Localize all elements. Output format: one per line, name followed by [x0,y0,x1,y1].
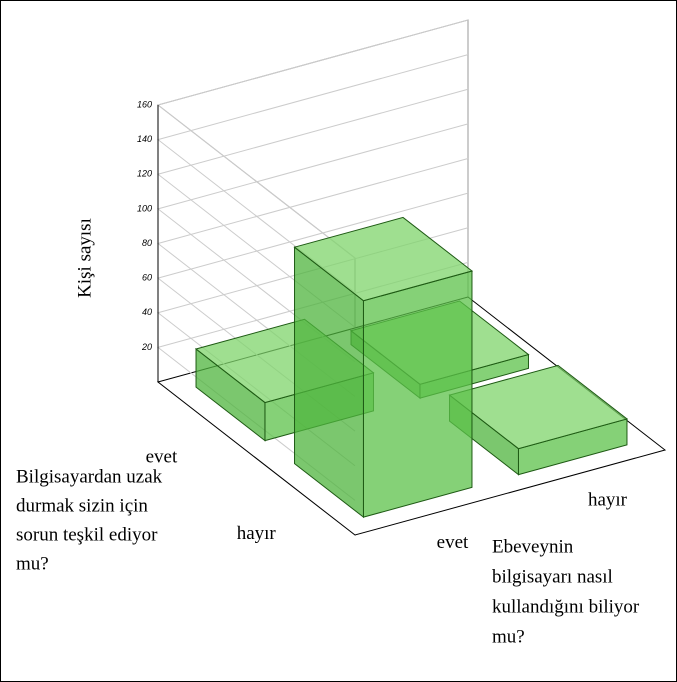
column-label: hayır [588,490,628,511]
column-axis-label: bilgisayarı nasıl [492,566,613,587]
column-axis-label: mu? [492,626,525,647]
bar-front [362,270,473,518]
column-label: evet [437,532,469,553]
row-axis-label: durmak sizin için [16,495,148,516]
z-tick-label: 120 [137,169,152,179]
z-tick-label: 80 [142,238,152,248]
z-tick-label: 40 [142,307,152,317]
row-label: evet [146,447,178,468]
bar-top [293,216,474,302]
z-tick-label: 160 [137,99,152,109]
row-label: hayır [237,523,277,544]
column-axis-label: Ebeveynin [492,536,574,557]
row-axis-label: Bilgisayardan uzak [16,466,163,487]
z-axis-label: Kişi sayısı [74,218,95,298]
row-axis-label: mu? [16,553,49,574]
row-axis-label: sorun teşkil ediyor [16,524,158,545]
z-tick-label: 60 [142,273,152,283]
bar-top [448,364,629,450]
z-tick-label: 100 [137,203,152,213]
column-axis-label: kullandığını biliyor [492,596,640,617]
z-tick-label: 20 [141,342,152,352]
z-tick-label: 140 [137,134,152,144]
